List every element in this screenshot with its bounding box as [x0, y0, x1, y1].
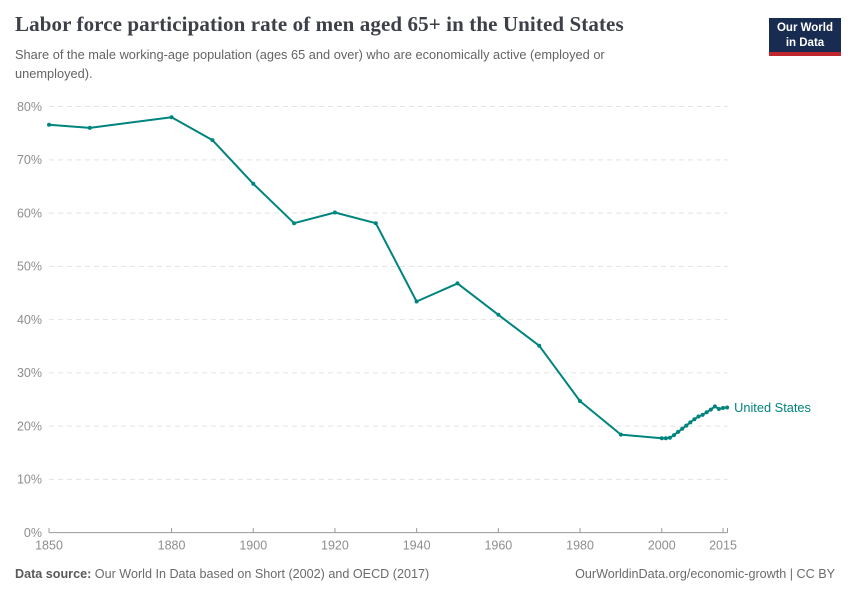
x-axis-tick-label: 1920 — [321, 539, 349, 553]
data-point[interactable] — [47, 122, 51, 127]
y-axis-tick-label: 60% — [17, 206, 42, 220]
data-source-note: Data source: Our World In Data based on … — [15, 567, 429, 581]
data-point[interactable] — [169, 115, 174, 120]
data-point[interactable] — [708, 407, 713, 412]
data-point[interactable] — [578, 399, 582, 404]
x-axis-tick-label: 2015 — [709, 539, 737, 553]
owid-url-license-link[interactable]: OurWorldinData.org/economic-growth | CC … — [575, 567, 835, 581]
x-axis-tick-label: 1940 — [403, 539, 431, 553]
y-axis-tick-label: 50% — [17, 260, 42, 274]
chart-title: Labor force participation rate of men ag… — [15, 12, 624, 36]
data-point[interactable] — [292, 221, 297, 226]
y-axis-tick-label: 40% — [17, 313, 42, 327]
data-source-label: Data source: — [15, 567, 92, 581]
data-point[interactable] — [251, 181, 256, 186]
data-point[interactable] — [721, 406, 725, 410]
data-point[interactable] — [667, 435, 672, 440]
trend-line-united-states[interactable] — [48, 116, 729, 440]
data-point[interactable] — [414, 299, 419, 304]
data-point[interactable] — [704, 410, 709, 415]
data-point[interactable] — [455, 281, 460, 286]
owid-logo-line1: Our World — [776, 22, 833, 34]
data-point[interactable] — [716, 407, 721, 411]
data-point[interactable] — [496, 312, 501, 317]
data-point[interactable] — [87, 125, 92, 130]
data-point[interactable] — [672, 433, 676, 438]
data-point[interactable] — [700, 412, 705, 417]
y-axis-tick-label: 10% — [17, 473, 42, 487]
chart-footer: Data source: Our World In Data based on … — [15, 567, 835, 581]
data-point[interactable] — [692, 417, 697, 422]
data-point[interactable] — [680, 426, 685, 431]
data-point[interactable] — [332, 210, 337, 215]
series-end-label[interactable]: United States — [734, 400, 811, 415]
y-axis-tick-label: 0% — [24, 526, 42, 540]
y-axis-tick-label: 30% — [17, 366, 42, 380]
data-point[interactable] — [676, 429, 681, 434]
owid-logo-line2: in Data — [785, 37, 825, 50]
x-axis-tick-label: 1880 — [158, 539, 186, 553]
data-point[interactable] — [696, 414, 701, 419]
data-point[interactable] — [663, 436, 668, 441]
x-axis-tick-label: 1900 — [239, 539, 267, 553]
x-axis-tick-label: 2000 — [648, 539, 676, 553]
x-axis-tick-label: 1960 — [484, 539, 512, 553]
data-point[interactable] — [684, 423, 689, 428]
owid-logo[interactable]: Our World in Data — [769, 18, 841, 56]
data-point[interactable] — [688, 420, 693, 425]
x-axis-tick-label: 1980 — [566, 539, 594, 553]
data-point[interactable] — [712, 404, 717, 409]
data-point[interactable] — [659, 436, 664, 441]
y-axis-tick-label: 70% — [17, 153, 42, 167]
data-point[interactable] — [618, 432, 623, 437]
data-point[interactable] — [373, 221, 378, 226]
y-axis-tick-label: 20% — [17, 419, 42, 433]
x-axis-tick-label: 1850 — [35, 539, 63, 553]
data-point[interactable] — [725, 405, 730, 410]
chart-subtitle: Share of the male working-age population… — [15, 47, 605, 81]
data-point[interactable] — [210, 138, 215, 143]
chart-header: Labor force participation rate of men ag… — [15, 12, 755, 83]
data-point[interactable] — [537, 343, 542, 348]
y-axis-tick-label: 80% — [17, 100, 42, 114]
data-source-text: Our World In Data based on Short (2002) … — [91, 567, 430, 581]
